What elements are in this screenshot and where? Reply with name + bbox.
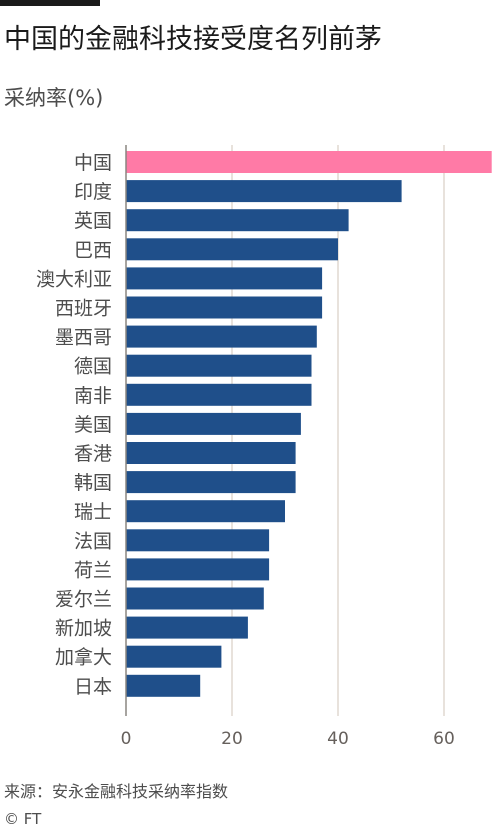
category-label: 法国 [74, 530, 112, 552]
tick-label: 0 [121, 729, 132, 749]
category-label: 韩国 [74, 472, 112, 494]
bar [126, 500, 285, 523]
category-label: 美国 [74, 414, 112, 436]
bar [126, 296, 323, 319]
bar [126, 180, 402, 203]
copyright-note: © FT [4, 810, 42, 828]
bar [126, 442, 296, 464]
category-label: 南非 [74, 385, 112, 407]
tick-label: 40 [327, 729, 349, 749]
bar [126, 383, 312, 406]
bar [126, 674, 201, 697]
chart-subtitle: 采纳率(%) [4, 86, 104, 110]
category-label: 荷兰 [74, 559, 112, 581]
category-label: 墨西哥 [55, 327, 112, 349]
bar [126, 412, 301, 435]
bar [126, 325, 317, 348]
category-label: 中国 [74, 152, 112, 174]
category-label: 日本 [74, 676, 112, 698]
bar-chart: 中国印度英国巴西澳大利亚西班牙墨西哥德国南非美国香港韩国瑞士法国荷兰爱尔兰新加坡… [36, 145, 492, 749]
bar [126, 529, 270, 552]
category-label: 爱尔兰 [55, 589, 112, 611]
bar [126, 587, 264, 610]
category-label: 新加坡 [55, 618, 112, 640]
category-label: 澳大利亚 [36, 268, 112, 290]
bar [126, 616, 248, 639]
tick-label: 20 [221, 729, 243, 749]
category-label: 香港 [74, 443, 112, 465]
category-label: 加拿大 [55, 646, 112, 669]
bar [126, 354, 312, 377]
tick-label: 60 [433, 729, 455, 749]
bar [126, 645, 222, 668]
category-label: 德国 [74, 356, 112, 378]
chart-title: 中国的金融科技接受度名列前茅 [4, 24, 382, 55]
bar [126, 151, 492, 173]
category-label: 英国 [74, 210, 112, 232]
category-label: 瑞士 [74, 501, 112, 523]
source-note: 来源：安永金融科技采纳率指数 [4, 782, 229, 801]
top-rule [0, 0, 100, 6]
bar [126, 267, 323, 290]
category-label: 西班牙 [55, 298, 112, 320]
bar [126, 209, 349, 232]
bar [126, 558, 270, 581]
bar [126, 238, 338, 261]
category-label: 印度 [74, 181, 112, 203]
bar [126, 471, 296, 494]
category-label: 巴西 [74, 239, 112, 261]
